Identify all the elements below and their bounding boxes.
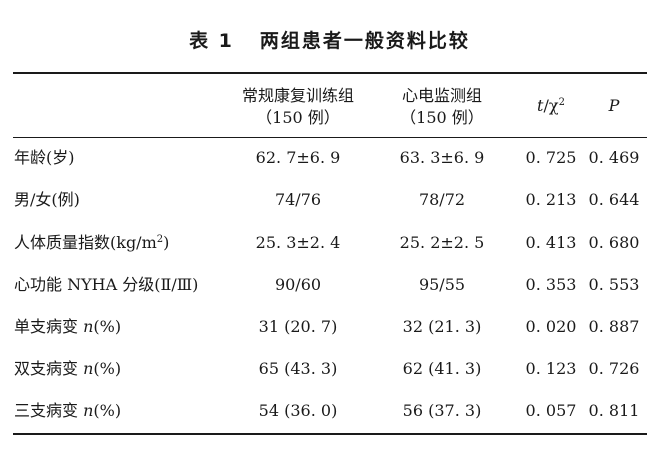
table-title: 表 1 两组患者一般资料比较 xyxy=(0,26,659,53)
row-label: 心功能 NYHA 分级(Ⅱ/Ⅲ) xyxy=(14,275,199,294)
row-value-a: 62. 7±6. 9 xyxy=(255,148,341,167)
row-label: 单支病变 n(%) xyxy=(14,317,121,337)
row-label-end: (%) xyxy=(93,401,122,420)
top-rule xyxy=(13,72,647,74)
row-label: 三支病变 n(%) xyxy=(14,401,121,421)
row-p: 0. 726 xyxy=(588,359,640,378)
row-label-main: 人体质量指数(kg/m xyxy=(14,233,157,252)
row-label-sup: 2 xyxy=(156,234,164,245)
row-value-b: 63. 3±6. 9 xyxy=(399,148,485,167)
row-label: 男/女(例) xyxy=(14,190,80,209)
row-p: 0. 469 xyxy=(588,148,640,167)
row-label-main: 三支病变 xyxy=(14,401,84,420)
row-label: 人体质量指数(kg/m2) xyxy=(14,233,169,253)
row-stat: 0. 725 xyxy=(525,148,577,167)
row-label-n: n xyxy=(83,317,94,336)
row-label-main: 单支病变 xyxy=(14,317,84,336)
row-label-end: (%) xyxy=(93,359,122,378)
row-value-b: 32 (21. 3) xyxy=(402,317,482,336)
row-stat: 0. 020 xyxy=(525,317,577,336)
row-value-b: 78/72 xyxy=(418,190,466,209)
bottom-rule xyxy=(13,433,647,435)
header-group-a: 常规康复训练组 （150 例） xyxy=(213,86,383,128)
row-value-a: 65 (43. 3) xyxy=(258,359,338,378)
row-p: 0. 553 xyxy=(588,275,640,294)
header-group-b-n: （150 例） xyxy=(400,108,484,127)
row-label-end: (%) xyxy=(93,317,122,336)
row-value-a: 90/60 xyxy=(274,275,322,294)
header-group-b: 心电监测组 （150 例） xyxy=(362,86,522,128)
row-label-n: n xyxy=(83,401,94,420)
header-rule xyxy=(13,137,647,138)
table-caption: 两组患者一般资料比较 xyxy=(259,30,470,52)
row-value-b: 25. 2±2. 5 xyxy=(399,233,485,252)
row-stat: 0. 353 xyxy=(525,275,577,294)
header-group-b-name: 心电监测组 xyxy=(401,86,482,105)
row-stat: 0. 413 xyxy=(525,233,577,252)
header-stat: t/χ2 xyxy=(515,96,587,116)
row-p: 0. 887 xyxy=(588,317,640,336)
row-stat: 0. 057 xyxy=(525,401,577,420)
row-value-b: 95/55 xyxy=(418,275,466,294)
row-label: 双支病变 n(%) xyxy=(14,359,121,379)
row-value-a: 25. 3±2. 4 xyxy=(255,233,341,252)
row-label: 年龄(岁) xyxy=(14,148,75,167)
header-p: P xyxy=(608,96,620,115)
row-value-a: 31 (20. 7) xyxy=(258,317,338,336)
header-group-a-n: （150 例） xyxy=(256,108,340,127)
row-label-n: n xyxy=(83,359,94,378)
header-group-a-name: 常规康复训练组 xyxy=(241,86,354,105)
row-value-a: 74/76 xyxy=(274,190,322,209)
table-number: 表 1 xyxy=(189,30,234,52)
row-p: 0. 680 xyxy=(588,233,640,252)
header-stat-t: t xyxy=(537,96,544,115)
row-stat: 0. 213 xyxy=(525,190,577,209)
header-stat-sup: 2 xyxy=(558,97,565,108)
row-value-b: 56 (37. 3) xyxy=(402,401,482,420)
header-stat-chi: /χ xyxy=(543,96,559,115)
row-p: 0. 811 xyxy=(588,401,640,420)
row-value-b: 62 (41. 3) xyxy=(402,359,482,378)
row-label-main: 双支病变 xyxy=(14,359,84,378)
row-label-end: ) xyxy=(163,233,170,252)
row-p: 0. 644 xyxy=(588,190,640,209)
row-stat: 0. 123 xyxy=(525,359,577,378)
row-value-a: 54 (36. 0) xyxy=(258,401,338,420)
